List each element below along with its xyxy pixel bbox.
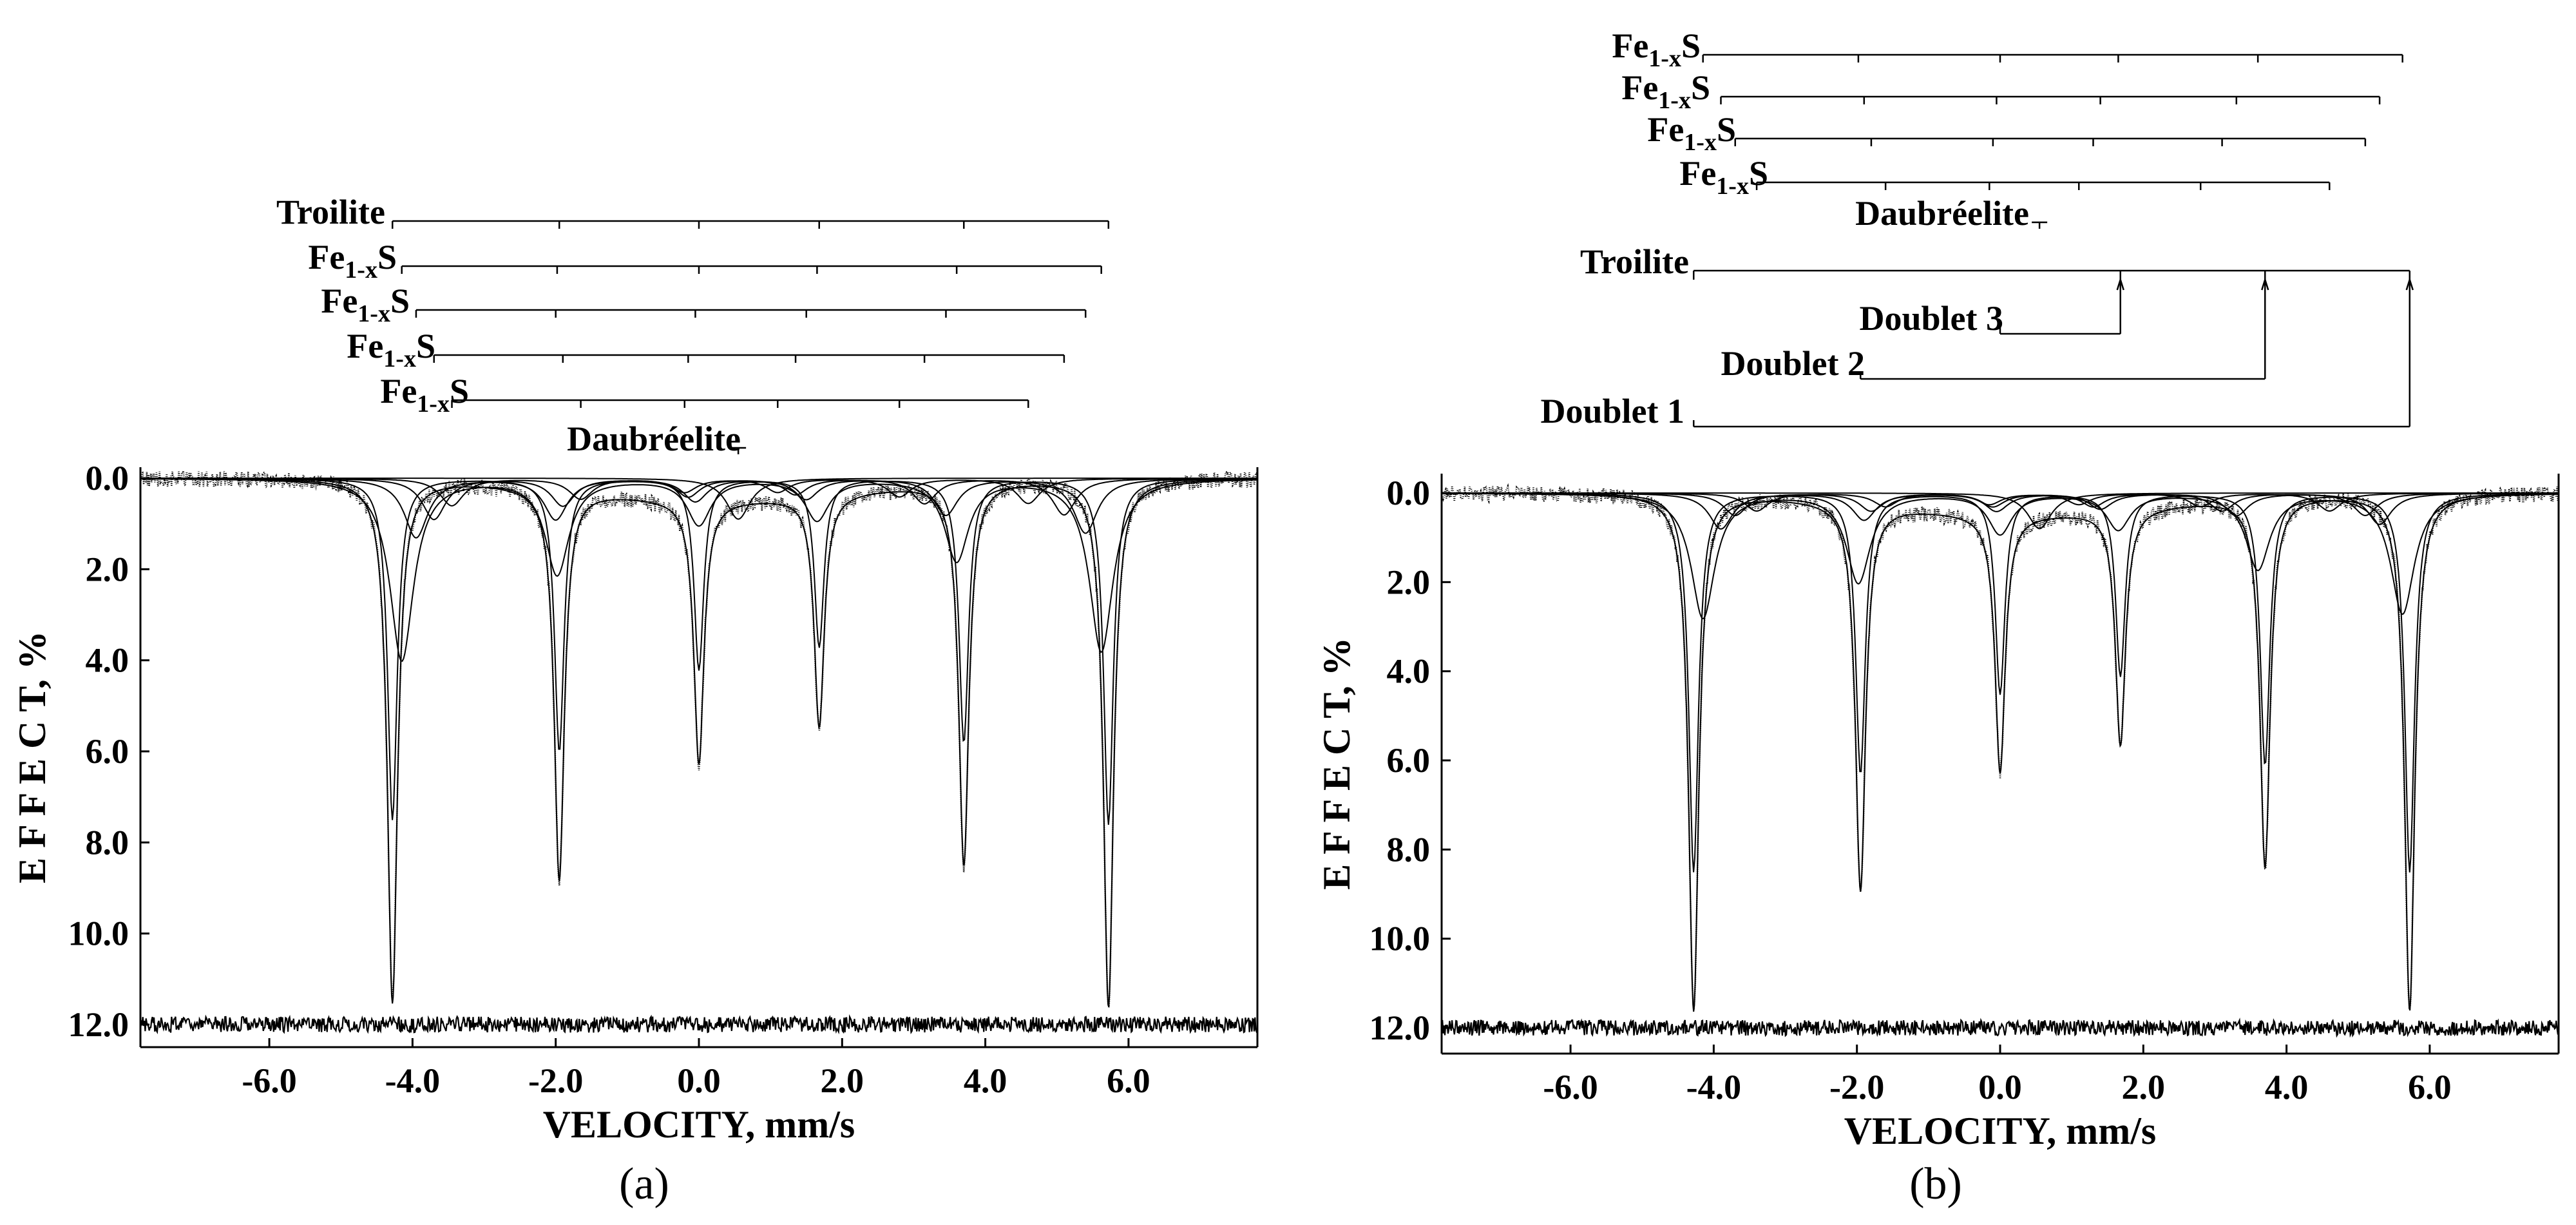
panel-label: (a) [619, 1159, 669, 1209]
doublet-label: Doublet 1 [1540, 392, 1684, 430]
x-tick-label: 6.0 [2408, 1068, 2452, 1106]
y-tick-label: 0.0 [1387, 474, 1431, 512]
doublet-arrowhead [2116, 276, 2124, 291]
y-tick-label: 12.0 [68, 1005, 129, 1044]
marker-row: Fe1-xS [321, 282, 1087, 327]
x-tick-label: 0.0 [677, 1061, 721, 1100]
residual-trace [1440, 1018, 2559, 1038]
marker-row: Fe1-xS [308, 238, 1102, 284]
marker-label: Fe1-xS [308, 238, 397, 284]
experimental-points [139, 469, 1259, 1008]
doublet-arrowhead [2405, 276, 2414, 291]
marker-label: Fe1-xS [380, 372, 469, 418]
marker-row: Fe1-xS [1647, 110, 2367, 156]
x-axis-label: VELOCITY, mm/s [1844, 1110, 2157, 1152]
marker-label: Troilite [1580, 242, 1689, 281]
fit-envelope [1442, 492, 2559, 1012]
component-fe1-xs [1442, 492, 2559, 619]
x-tick-label: -6.0 [242, 1061, 296, 1100]
marker-label: Troilite [276, 193, 385, 231]
marker-row: Fe1-xS [1612, 26, 2403, 72]
y-tick-label: 10.0 [1369, 920, 1431, 958]
panel-b: -6.0 -4.0 -2.0 0.0 2.0 4.0 6.0 0.0 2.0 4.0 6.0 8.0 1… [1315, 26, 2560, 1209]
x-tick-label: -4.0 [385, 1061, 440, 1100]
marker-label: Daubréelite [567, 420, 741, 458]
y-tick-label: 6.0 [86, 732, 129, 771]
x-tick-label: 6.0 [1107, 1061, 1150, 1100]
y-tick-label: 10.0 [68, 914, 129, 953]
marker-row: Daubréelite [1855, 194, 2048, 233]
marker-row: Fe1-xS [347, 327, 1065, 372]
doublet-arrowhead [2261, 276, 2269, 291]
x-axis-label: VELOCITY, mm/s [543, 1103, 855, 1146]
y-tick-label: 4.0 [86, 641, 129, 680]
y-tick-label: 6.0 [1387, 741, 1431, 780]
y-axis-label: E F F E C T, % [11, 631, 53, 883]
component-daubr-elite [140, 477, 1257, 520]
x-tick-label: 2.0 [821, 1061, 864, 1100]
x-tick-label: -2.0 [528, 1061, 583, 1100]
doublet-row: Doublet 3 [1859, 276, 2124, 338]
x-tick-label: 0.0 [1978, 1068, 2022, 1106]
marker-label: Daubréelite [1855, 194, 2029, 233]
x-tick-label: 2.0 [2122, 1068, 2166, 1106]
y-tick-label: 2.0 [1387, 563, 1431, 601]
marker-label: Fe1-xS [1621, 68, 1710, 114]
component-fe1-xs [140, 477, 1257, 539]
y-tick-label: 8.0 [86, 823, 129, 862]
y-tick-label: 8.0 [1387, 830, 1431, 869]
marker-label: Fe1-xS [1679, 154, 1768, 200]
marker-row: Troilite [1580, 242, 2411, 281]
doublet-row: Doublet 1 [1540, 276, 2414, 430]
panel-a: -6.0 -4.0 -2.0 0.0 2.0 4.0 6.0 0.0 2.0 4.0 6.0 8.0 1… [11, 193, 1259, 1209]
marker-label: Fe1-xS [347, 327, 435, 372]
fit-envelope [140, 477, 1257, 1007]
x-tick-label: 4.0 [2265, 1068, 2309, 1106]
x-tick-label: -6.0 [1543, 1068, 1598, 1106]
component-troilite [140, 477, 1257, 825]
doublet-row: Doublet 2 [1721, 276, 2269, 383]
y-tick-label: 0.0 [86, 459, 129, 497]
y-axis-label: E F F E C T, % [1315, 637, 1358, 890]
marker-row: Fe1-xS [380, 372, 1029, 418]
component-fe1-xs [140, 478, 1257, 662]
y-tick-label: 12.0 [1369, 1008, 1431, 1047]
marker-row: Fe1-xS [1621, 68, 2381, 114]
marker-label: Fe1-xS [1612, 26, 1701, 72]
marker-row: Daubréelite [567, 420, 747, 458]
x-tick-label: -2.0 [1829, 1068, 1884, 1106]
y-tick-label: 4.0 [1387, 652, 1431, 691]
residual-trace [139, 1014, 1258, 1035]
component-daubr-elite [1442, 492, 2559, 530]
marker-label: Fe1-xS [321, 282, 410, 327]
marker-row: Fe1-xS [1679, 154, 2331, 200]
panel-label: (b) [1909, 1159, 1962, 1209]
x-tick-label: -4.0 [1686, 1068, 1741, 1106]
marker-row: Troilite [276, 193, 1110, 231]
component-troilite [1442, 492, 2559, 873]
x-tick-label: 4.0 [964, 1061, 1007, 1100]
doublet-label: Doublet 3 [1859, 299, 2003, 338]
doublet-label: Doublet 2 [1721, 344, 1865, 383]
marker-label: Fe1-xS [1647, 110, 1736, 156]
y-tick-label: 2.0 [86, 550, 129, 588]
